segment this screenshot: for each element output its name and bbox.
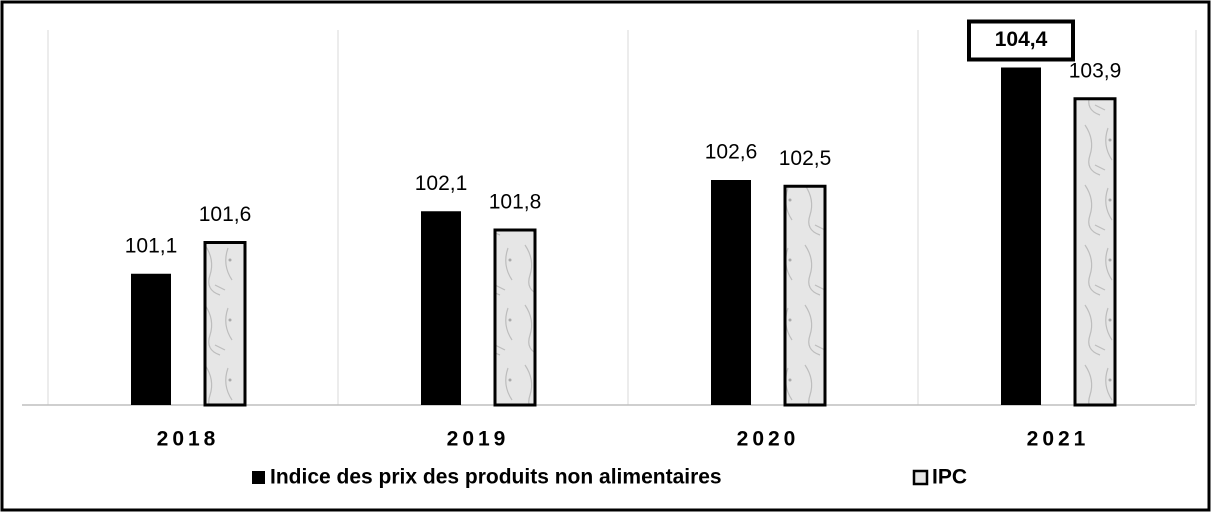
label-box (967, 19, 1075, 62)
legend-swatch (912, 469, 929, 486)
bar (1073, 97, 1117, 407)
data-label: 102,5 (779, 147, 832, 170)
legend-label: Indice des prix des produits non aliment… (270, 466, 722, 489)
bar (131, 273, 171, 405)
data-label: 102,1 (415, 172, 468, 195)
bar (421, 211, 461, 405)
data-label: 101,8 (489, 191, 542, 214)
legend-label: IPC (932, 466, 967, 489)
x-tick-label: 2018 (157, 428, 220, 451)
x-tick-label: 2021 (1027, 428, 1090, 451)
x-tick-label: 2019 (447, 428, 510, 451)
bar (1001, 67, 1041, 405)
data-label: 102,6 (705, 141, 758, 164)
data-label: 104,4 (995, 28, 1048, 51)
x-tick-label: 2020 (737, 428, 800, 451)
data-label: 101,6 (199, 203, 252, 226)
bar (203, 241, 247, 407)
data-label: 101,1 (125, 234, 178, 257)
legend-swatch (252, 471, 265, 484)
data-label: 103,9 (1069, 59, 1122, 82)
bar (711, 180, 751, 405)
bar (493, 228, 537, 407)
bar (783, 184, 827, 407)
